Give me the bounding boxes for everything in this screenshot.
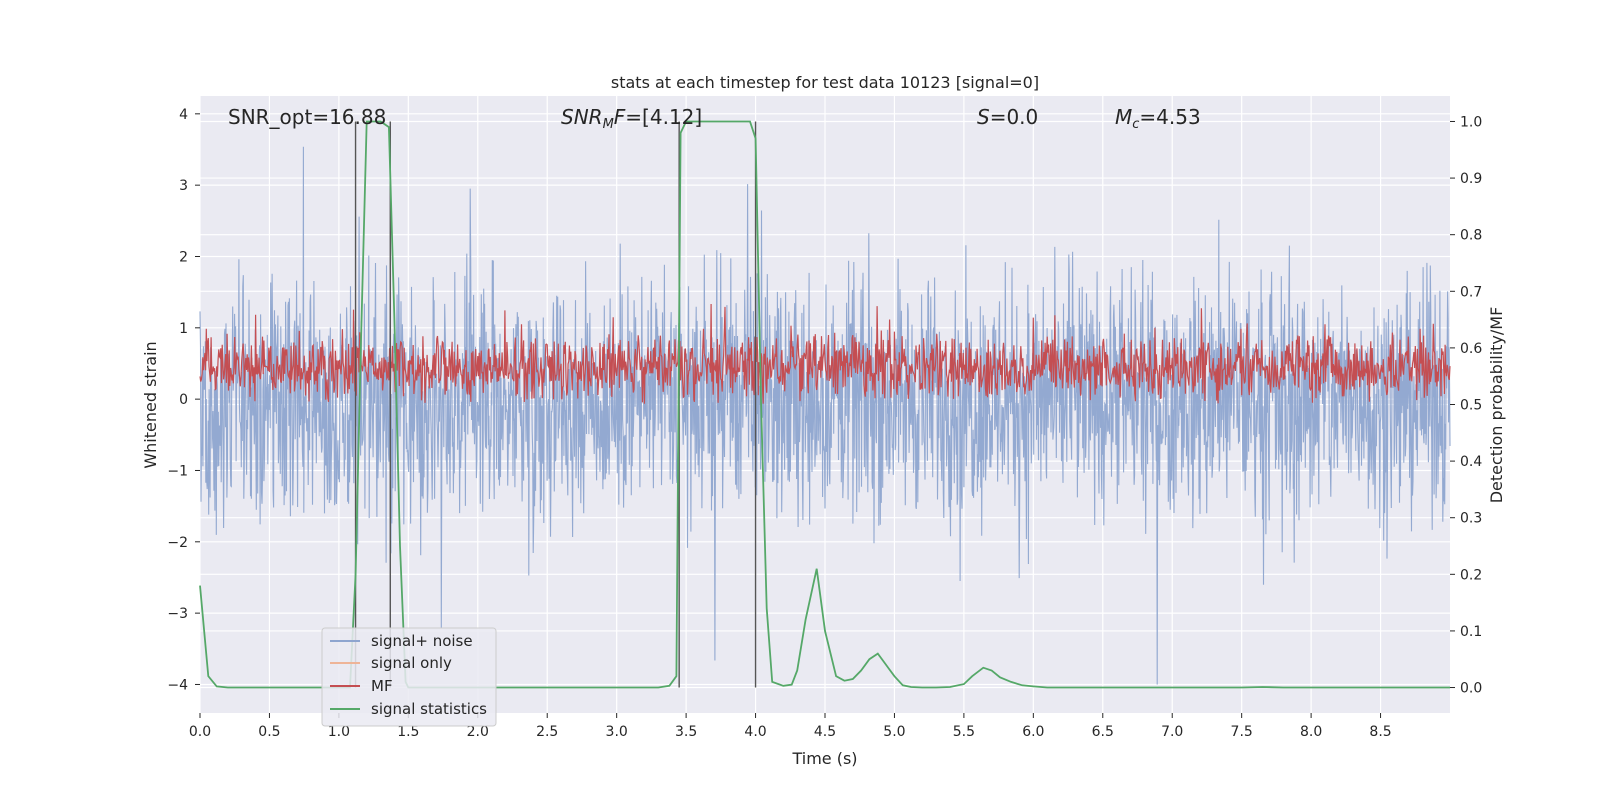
y-tick-label-left: 1 xyxy=(179,321,188,337)
signal-statistics-line xyxy=(199,120,1450,689)
legend-label-signal-only: signal only xyxy=(371,654,452,672)
y-tick-label-right: 0.0 xyxy=(1460,681,1482,697)
annotation-snr-mf: SNRMF=[4.12] xyxy=(561,105,702,132)
x-tick-label: 1.5 xyxy=(397,724,419,740)
x-tick-label: 6.0 xyxy=(1022,724,1044,740)
y-tick-label-right: 0.6 xyxy=(1460,341,1482,357)
x-tick-label: 4.5 xyxy=(814,724,836,740)
y-tick-label-right: 0.5 xyxy=(1460,398,1482,414)
y-tick-label-left: −3 xyxy=(167,606,188,622)
x-tick-label: 8.5 xyxy=(1369,724,1391,740)
x-tick-label: 2.5 xyxy=(536,724,558,740)
y-tick-label-right: 0.1 xyxy=(1460,624,1482,640)
mf-series xyxy=(199,303,1451,404)
annotation-snr-mf-sub: M xyxy=(603,117,614,132)
legend-label-signal-noise: signal+ noise xyxy=(371,632,473,650)
x-tick-label: 4.0 xyxy=(744,724,766,740)
legend-box xyxy=(321,627,497,727)
y-tick-label-left: 2 xyxy=(179,249,188,265)
annotation-snr-mf-rest: =[4.12] xyxy=(625,105,702,129)
y-tick-label-left: −4 xyxy=(167,677,188,693)
y-tick-label-left: 3 xyxy=(179,178,188,194)
x-axis-label: Time (s) xyxy=(791,749,857,768)
x-tick-label: 5.5 xyxy=(953,724,975,740)
y-tick-label-right: 0.3 xyxy=(1460,511,1482,527)
mf-line xyxy=(199,303,1451,404)
legend: signal+ noise signal only MF signal stat… xyxy=(321,627,497,727)
x-tick-label: 8.0 xyxy=(1300,724,1322,740)
y-tick-label-left: 4 xyxy=(179,107,188,123)
x-tick-label: 7.0 xyxy=(1161,724,1183,740)
chart-title: stats at each timestep for test data 101… xyxy=(611,73,1039,92)
x-tick-label: 0.5 xyxy=(258,724,280,740)
x-tick-label: 7.5 xyxy=(1231,724,1253,740)
y-tick-label-right: 0.2 xyxy=(1460,567,1482,583)
legend-label-mf: MF xyxy=(371,677,393,695)
y-tick-label-right: 0.9 xyxy=(1460,171,1482,187)
y-tick-label-right: 1.0 xyxy=(1460,114,1482,130)
y-tick-label-left: 0 xyxy=(179,392,188,408)
x-tick-label: 1.0 xyxy=(328,724,350,740)
signal-statistics-series xyxy=(199,120,1450,689)
x-tick-label: 3.5 xyxy=(675,724,697,740)
annotation-snr-mf-f: F xyxy=(614,105,626,129)
y-axis-label-right: Detection probability/MF xyxy=(1487,307,1506,504)
annotation-s: S=0.0 xyxy=(977,105,1038,129)
y-tick-label-right: 0.4 xyxy=(1460,454,1482,470)
legend-label-signal-statistics: signal statistics xyxy=(371,700,487,718)
annotation-snr-mf-base: SNR xyxy=(561,105,603,129)
x-tick-label: 6.5 xyxy=(1092,724,1114,740)
y-tick-label-right: 0.8 xyxy=(1460,228,1482,244)
x-tick-label: 2.0 xyxy=(467,724,489,740)
x-tick-label: 0.0 xyxy=(189,724,211,740)
y-tick-label-left: −1 xyxy=(167,463,188,479)
x-tick-label: 3.0 xyxy=(606,724,628,740)
y-axis-label-left: Whitened strain xyxy=(141,341,160,468)
annotation-mc: Mc=4.53 xyxy=(1115,105,1201,132)
annotation-snr-opt: SNR_opt=16.88 xyxy=(228,105,386,129)
y-tick-label-left: −2 xyxy=(167,535,188,551)
y-tick-label-right: 0.7 xyxy=(1460,284,1482,300)
axis-ticks: 0.0 0.5 1.0 1.5 2.0 2.5 3.0 3.5 4.0 4.5 5.0 5.5 6.0 6… xyxy=(167,107,1482,740)
x-tick-label: 5.0 xyxy=(883,724,905,740)
